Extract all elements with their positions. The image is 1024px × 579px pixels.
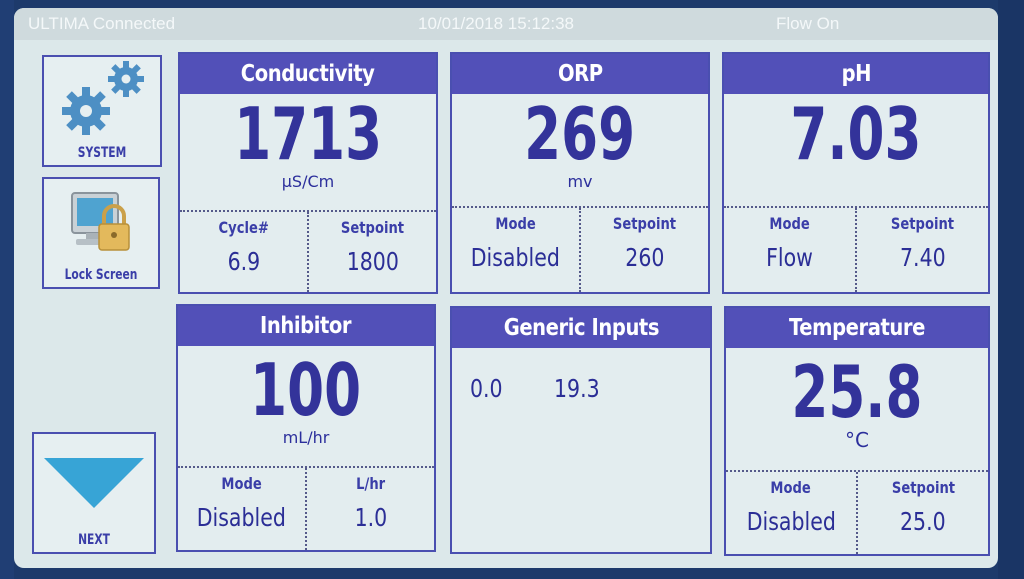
- conductivity-panel[interactable]: Conductivity 1713 μS/Cm Cycle# 6.9 Setpo…: [178, 52, 438, 294]
- rate-cell: L/hr 1.0: [305, 468, 434, 550]
- setpoint-cell: Setpoint 260: [579, 208, 708, 292]
- generic-inputs-panel[interactable]: Generic Inputs 0.0 19.3: [450, 306, 712, 554]
- next-button-label: NEXT: [78, 532, 110, 548]
- mode-caption: Mode: [495, 214, 536, 233]
- setpoint-value: 260: [624, 243, 665, 272]
- temperature-value: 25.8: [791, 350, 923, 434]
- setpoint-cell: Setpoint 1800: [307, 212, 436, 292]
- setpoint-value: 25.0: [900, 507, 946, 536]
- system-button[interactable]: SYSTEM: [42, 55, 162, 167]
- mode-caption: Mode: [770, 478, 812, 497]
- padlock-monitor-icon: [71, 192, 130, 251]
- mode-cell: Mode Disabled: [178, 468, 305, 550]
- next-button[interactable]: NEXT: [32, 432, 156, 554]
- orp-panel[interactable]: ORP 269 mv Mode Disabled Setpoint 260: [450, 52, 710, 294]
- mode-cell: Mode Flow: [724, 208, 855, 292]
- inhibitor-value: 100: [250, 348, 362, 432]
- inhibitor-unit: mL/hr: [282, 428, 330, 447]
- setpoint-value: 1800: [346, 247, 399, 276]
- cycle-cell: Cycle# 6.9: [180, 212, 307, 292]
- temperature-panel[interactable]: Temperature 25.8 °C Mode Disabled Setpoi…: [724, 306, 990, 556]
- system-button-label: SYSTEM: [77, 145, 127, 161]
- panel-title: Inhibitor: [178, 306, 434, 346]
- ph-panel[interactable]: pH 7.03 Mode Flow Setpoint 7.40: [722, 52, 990, 294]
- setpoint-caption: Setpoint: [891, 478, 955, 497]
- panel-title: Generic Inputs: [452, 308, 710, 348]
- touch-screen: ULTIMA Connected 10/01/2018 15:12:38 Flo…: [14, 8, 998, 568]
- cycle-value: 6.9: [227, 247, 260, 276]
- panel-title: Conductivity: [180, 54, 436, 94]
- rate-caption: L/hr: [356, 474, 385, 493]
- setpoint-caption: Setpoint: [612, 214, 677, 233]
- mode-value: Flow: [766, 243, 813, 272]
- status-bar: ULTIMA Connected 10/01/2018 15:12:38 Flo…: [14, 8, 998, 40]
- generic-input-1-value: 0.0: [470, 374, 503, 403]
- cycle-caption: Cycle#: [218, 218, 269, 237]
- mode-cell: Mode Disabled: [452, 208, 579, 292]
- mode-value: Disabled: [196, 503, 287, 532]
- temperature-unit: °C: [845, 428, 869, 452]
- bezel-right: [998, 0, 1024, 579]
- generic-input-2-value: 19.3: [554, 374, 600, 403]
- mode-cell: Mode Disabled: [726, 472, 856, 554]
- date-time: 10/01/2018 15:12:38: [418, 14, 574, 33]
- orp-details: Mode Disabled Setpoint 260: [452, 206, 708, 292]
- mode-caption: Mode: [221, 474, 262, 493]
- panel-title: Temperature: [726, 308, 988, 348]
- mode-value: Disabled: [470, 243, 561, 272]
- ph-value: 7.03: [790, 92, 922, 176]
- setpoint-caption: Setpoint: [340, 218, 405, 237]
- ph-details: Mode Flow Setpoint 7.40: [724, 206, 988, 292]
- orp-value: 269: [524, 92, 636, 176]
- setpoint-caption: Setpoint: [890, 214, 955, 233]
- setpoint-value: 7.40: [899, 243, 946, 272]
- inhibitor-details: Mode Disabled L/hr 1.0: [178, 466, 434, 550]
- temperature-details: Mode Disabled Setpoint 25.0: [726, 470, 988, 554]
- panel-title: pH: [724, 54, 988, 94]
- gears-icon: [62, 61, 144, 135]
- bezel-left: [0, 0, 14, 579]
- setpoint-cell: Setpoint 7.40: [855, 208, 988, 292]
- mode-caption: Mode: [769, 214, 810, 233]
- mode-value: Disabled: [746, 507, 836, 536]
- setpoint-cell: Setpoint 25.0: [856, 472, 988, 554]
- conductivity-unit: μS/Cm: [281, 172, 335, 191]
- lock-screen-button-label: Lock Screen: [64, 267, 138, 283]
- triangle-down-icon: [44, 458, 144, 508]
- conductivity-value: 1713: [234, 92, 382, 176]
- orp-unit: mv: [567, 172, 593, 191]
- inhibitor-panel[interactable]: Inhibitor 100 mL/hr Mode Disabled L/hr 1…: [176, 304, 436, 552]
- lock-screen-button[interactable]: Lock Screen: [42, 177, 160, 289]
- flow-status: Flow On: [776, 14, 840, 33]
- panel-title: ORP: [452, 54, 708, 94]
- rate-value: 1.0: [354, 503, 387, 532]
- connection-status: ULTIMA Connected: [28, 14, 176, 33]
- conductivity-details: Cycle# 6.9 Setpoint 1800: [180, 210, 436, 292]
